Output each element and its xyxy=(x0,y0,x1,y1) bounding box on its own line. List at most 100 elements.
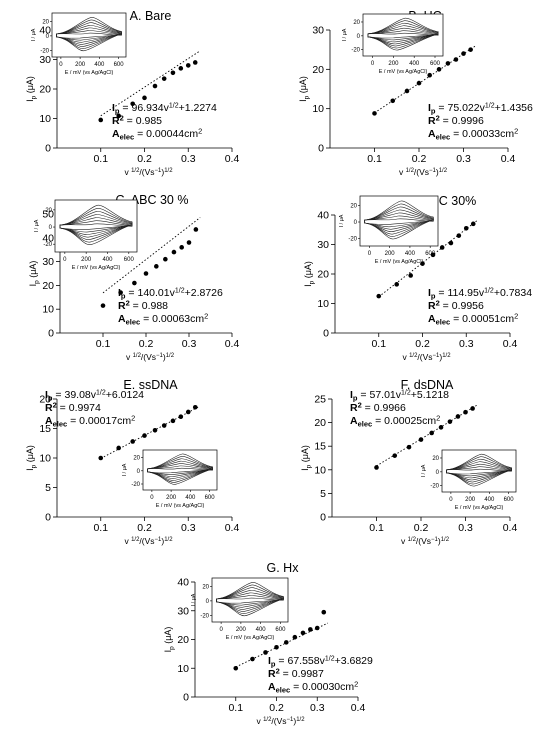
label-span: (μA) xyxy=(25,445,35,465)
label-span: −1 xyxy=(155,537,163,543)
inset-y-tick-label: 0 xyxy=(354,220,358,226)
inset-x-axis-label: E / mV (vs Ag/AgCl) xyxy=(156,503,205,509)
r-squared: R2 = 0.9966 xyxy=(350,401,406,415)
y-tick-label: 30 xyxy=(42,256,54,268)
label-span: p xyxy=(304,95,311,99)
label-span: −1 xyxy=(429,168,437,174)
inset-x-tick-label: 0 xyxy=(63,257,67,263)
fit-equation: Ip = 114.95v1/2+0.7834 xyxy=(428,287,532,301)
label-span: p xyxy=(306,464,313,468)
label-span: (μA) xyxy=(25,76,35,96)
fit-line xyxy=(235,622,329,668)
inset-x-tick-label: 600 xyxy=(114,62,125,68)
r-squared: R2 = 0.9974 xyxy=(45,401,101,415)
label-span: 1/2 xyxy=(408,537,417,543)
y-axis-label: Ip (μA) xyxy=(25,445,38,471)
data-point xyxy=(448,240,454,246)
label-span: p xyxy=(121,292,126,301)
inset-x-tick-label: 600 xyxy=(430,61,441,67)
y-tick-label: 10 xyxy=(314,464,326,476)
x-tick-label: 0.3 xyxy=(456,153,471,165)
y-tick-label: 20 xyxy=(177,634,189,646)
y-tick-label: 30 xyxy=(317,239,329,251)
data-point xyxy=(438,425,444,430)
label-span: +3.6829 xyxy=(335,655,373,667)
label-span: A xyxy=(45,415,53,427)
y-tick-label: 30 xyxy=(312,25,324,37)
label-span: p xyxy=(34,280,41,284)
label-span: ) xyxy=(438,536,441,546)
inset-x-tick-label: 400 xyxy=(484,497,495,503)
inset-y-tick-label: -20 xyxy=(40,48,49,54)
data-point xyxy=(392,453,398,458)
x-tick-label: 0.1 xyxy=(93,153,108,165)
label-span: = 0.9987 xyxy=(280,668,324,680)
inset-x-tick-label: 400 xyxy=(102,257,113,263)
label-span: R xyxy=(112,115,120,127)
label-span: I xyxy=(45,389,48,401)
inset-x-axis-label: E / mV (vs Ag/AgCl) xyxy=(65,70,114,76)
y-tick-label: 40 xyxy=(177,577,189,589)
inset-y-tick-label: 0 xyxy=(46,34,50,40)
y-tick-label: 0 xyxy=(323,328,329,340)
label-span: p xyxy=(309,280,316,284)
label-span: I xyxy=(428,102,431,114)
x-tick-label: 0.3 xyxy=(459,338,474,350)
data-point xyxy=(439,245,445,250)
label-span: (μA) xyxy=(300,445,310,465)
label-span: = 0.00044cm xyxy=(134,128,198,140)
data-point xyxy=(250,656,255,662)
label-span: 1/2 xyxy=(409,353,418,359)
y-axis-label: Ip (μA) xyxy=(28,261,41,287)
data-point xyxy=(178,66,184,71)
x-tick-label: 0.4 xyxy=(225,153,240,165)
inset-x-tick-label: 0 xyxy=(150,495,154,501)
label-span: ) xyxy=(163,352,166,362)
y-tick-label: 10 xyxy=(312,103,324,115)
inset-y-axis-label: I / μA xyxy=(122,463,128,476)
x-tick-label: 0.1 xyxy=(93,522,108,534)
data-point xyxy=(463,225,469,231)
label-span: elec xyxy=(53,420,68,429)
label-span: = 0.00017cm xyxy=(67,415,131,427)
label-span: −1 xyxy=(287,717,295,723)
label-span: p xyxy=(271,660,276,669)
x-tick-label: 0.3 xyxy=(181,153,196,165)
label-span: /(Vs xyxy=(416,536,431,546)
label-span: −1 xyxy=(156,353,164,359)
data-point xyxy=(453,57,459,62)
y-axis-label: Ip (μA) xyxy=(163,627,176,653)
label-span: elec xyxy=(276,686,291,695)
y-tick-label: 20 xyxy=(312,64,324,76)
data-point xyxy=(233,665,239,671)
electrode-area: Aelec = 0.00051cm2 xyxy=(428,312,518,327)
y-tick-label: 0 xyxy=(320,512,326,524)
label-span: /(Vs xyxy=(139,167,154,177)
label-span: elec xyxy=(126,318,141,327)
fit-equation: Ip = 75.022v1/2+1.4356 xyxy=(428,102,533,116)
data-point xyxy=(192,60,198,65)
label-span: 1/2 xyxy=(401,390,411,397)
label-span: = 0.9956 xyxy=(440,300,484,312)
label-span: 1/2 xyxy=(169,103,179,110)
fit-line xyxy=(100,50,200,117)
inset-x-tick-label: 0 xyxy=(449,497,453,503)
x-tick-label: 0.3 xyxy=(182,338,197,350)
x-tick-label: 0.2 xyxy=(137,153,152,165)
inset-y-tick-label: 20 xyxy=(42,19,49,25)
fit-equation: Ip = 57.01v1/2+5.1218 xyxy=(350,389,449,403)
inset-cv-plot: 0 200 400 600 -20 0 20 E / mV (vs Ag/AgCl) I / μ… xyxy=(122,449,218,509)
label-span: = 0.985 xyxy=(124,115,162,127)
cv-loop xyxy=(147,453,213,485)
label-span: ) xyxy=(161,536,164,546)
label-span: = 0.9966 xyxy=(362,402,406,414)
inset-y-tick-label: 0 xyxy=(357,34,361,40)
label-span: 1/2 xyxy=(131,168,140,174)
x-tick-label: 0.1 xyxy=(228,702,243,714)
label-span: 1/2 xyxy=(485,103,495,110)
x-tick-label: 0.4 xyxy=(351,702,366,714)
data-point xyxy=(447,419,453,424)
y-tick-label: 25 xyxy=(314,394,326,406)
